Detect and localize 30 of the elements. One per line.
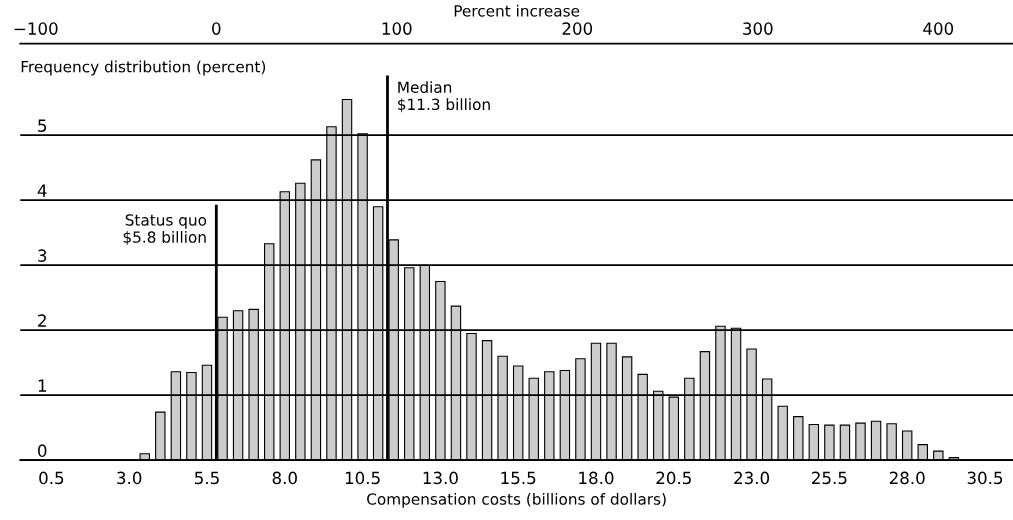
x-tick-label: 15.5 bbox=[501, 471, 536, 485]
x2-tick-label: 0 bbox=[212, 22, 221, 35]
x-tick-label: 8.0 bbox=[272, 471, 297, 485]
x2-tick-label: −100 bbox=[14, 22, 58, 35]
y-tick-label: 2 bbox=[38, 314, 46, 327]
x-tick-label: 23.0 bbox=[734, 471, 770, 485]
x2-tick-label: 100 bbox=[382, 22, 412, 35]
ref-line-label: Status quo $5.8 billion bbox=[123, 214, 207, 245]
x-tick-label: 5.5 bbox=[195, 471, 219, 485]
x-tick-label: 0.5 bbox=[39, 471, 64, 485]
x-tick-label: 25.5 bbox=[812, 471, 847, 485]
y-tick-label: 5 bbox=[38, 119, 47, 132]
x2-tick-label: 400 bbox=[923, 22, 954, 35]
x-axis-title: Compensation costs (billions of dollars) bbox=[367, 493, 666, 508]
y-axis-title: Frequency distribution (percent) bbox=[21, 60, 266, 76]
x-tick-label: 3.0 bbox=[117, 471, 142, 485]
x-tick-label: 18.0 bbox=[579, 471, 614, 485]
x2-tick-label: 200 bbox=[562, 22, 593, 35]
y-tick-label: 1 bbox=[38, 379, 46, 392]
x-tick-label: 13.0 bbox=[423, 471, 458, 485]
ref-line-label: Median $11.3 billion bbox=[398, 81, 490, 113]
y-tick-label: 3 bbox=[38, 249, 47, 262]
x2-axis-title: Percent increase bbox=[454, 4, 580, 17]
x2-tick-label: 300 bbox=[743, 22, 773, 35]
y-tick-label: 4 bbox=[37, 184, 47, 197]
x-tick-label: 30.5 bbox=[967, 471, 1003, 485]
y-tick-label: 0 bbox=[38, 444, 47, 457]
x-tick-label: 10.5 bbox=[345, 471, 380, 485]
x-tick-label: 28.0 bbox=[889, 471, 925, 485]
x-tick-label: 20.5 bbox=[656, 471, 691, 485]
